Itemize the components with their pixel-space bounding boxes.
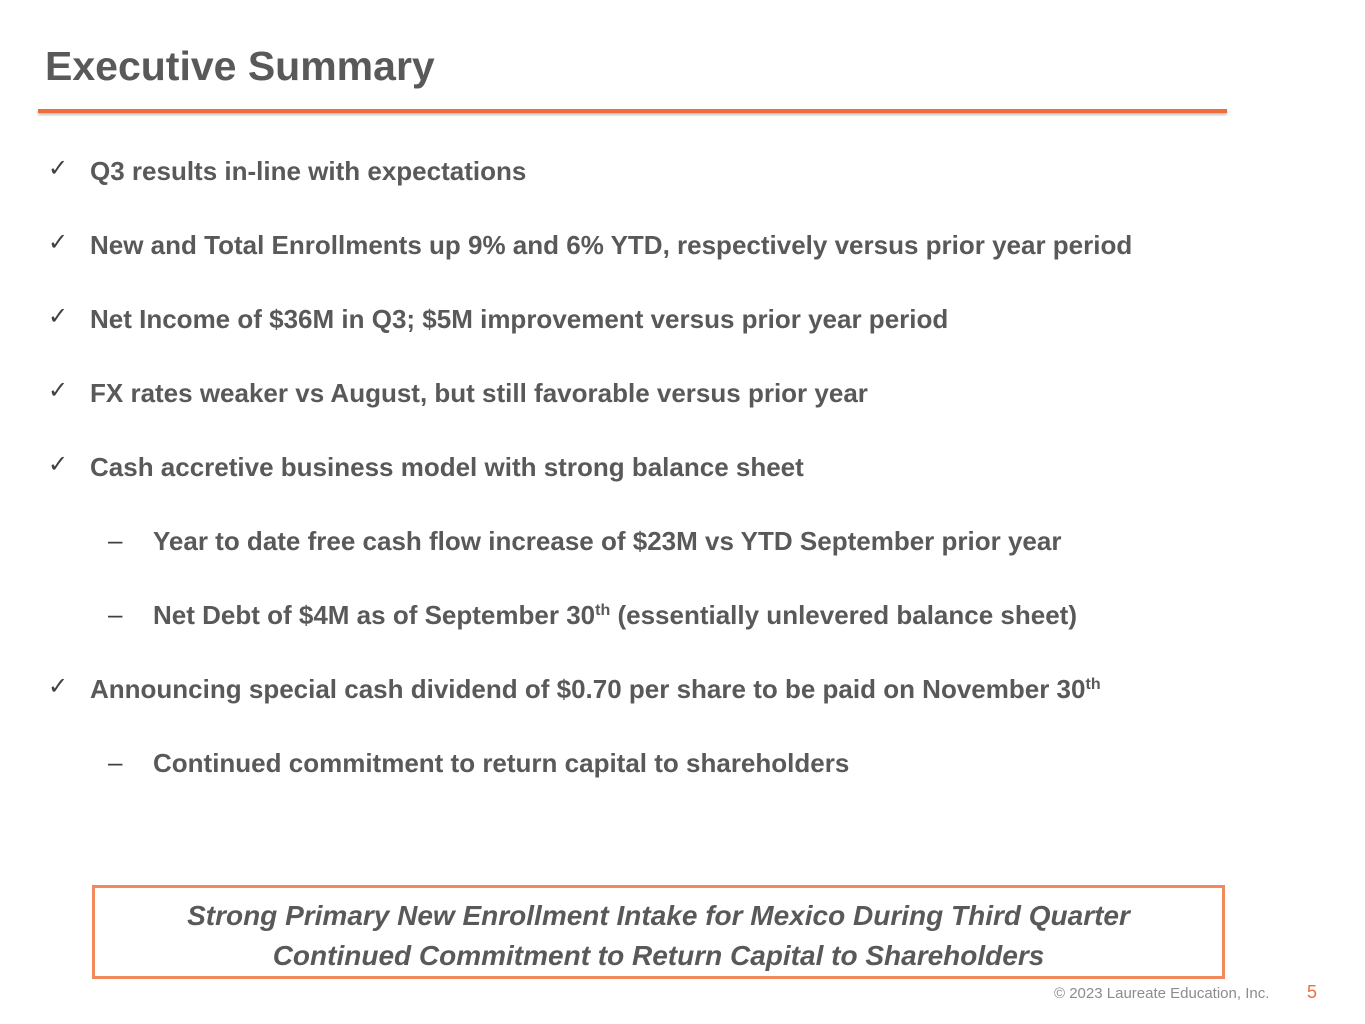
bullet-text: Net Income of $36M in Q3; $5M improvemen… [90, 304, 949, 334]
callout-line-1: Strong Primary New Enrollment Intake for… [187, 900, 1130, 931]
checkmark-icon: ✓ [48, 155, 69, 182]
bullet-item: ✓ New and Total Enrollments up 9% and 6%… [48, 230, 1133, 260]
bullet-text: Continued commitment to return capital t… [153, 748, 850, 778]
bullet-text: Cash accretive business model with stron… [90, 452, 804, 482]
bullet-text: Announcing special cash dividend of $0.7… [90, 674, 1101, 704]
checkmark-icon: ✓ [48, 451, 69, 478]
checkmark-icon: ✓ [48, 377, 69, 404]
bullet-item: ✓ Q3 results in-line with expectations [48, 156, 527, 186]
bullet-item: ✓ Net Income of $36M in Q3; $5M improvem… [48, 304, 949, 334]
dash-icon: – [108, 525, 123, 555]
slide-title: Executive Summary [45, 43, 435, 89]
callout-box: Strong Primary New Enrollment Intake for… [92, 885, 1225, 979]
copyright-notice: © 2023 Laureate Education, Inc. [1054, 985, 1270, 1002]
dash-icon: – [108, 599, 123, 629]
bullet-text: FX rates weaker vs August, but still fav… [90, 378, 868, 408]
bullet-item: ✓ FX rates weaker vs August, but still f… [48, 378, 868, 408]
checkmark-icon: ✓ [48, 303, 69, 330]
bullet-text: Q3 results in-line with expectations [90, 156, 527, 186]
sub-bullet-item: – Continued commitment to return capital… [108, 748, 850, 778]
checkmark-icon: ✓ [48, 673, 69, 700]
sub-bullet-item: – Net Debt of $4M as of September 30th (… [108, 600, 1077, 630]
bullet-text: New and Total Enrollments up 9% and 6% Y… [90, 230, 1133, 260]
bullet-item: ✓ Cash accretive business model with str… [48, 452, 804, 482]
checkmark-icon: ✓ [48, 229, 69, 256]
bullet-text: Year to date free cash flow increase of … [153, 526, 1062, 556]
page-number: 5 [1307, 982, 1318, 1002]
title-divider [38, 109, 1227, 113]
dash-icon: – [108, 747, 123, 777]
callout-line-2: Continued Commitment to Return Capital t… [272, 940, 1045, 971]
bullet-item: ✓ Announcing special cash dividend of $0… [48, 674, 1101, 704]
sub-bullet-item: – Year to date free cash flow increase o… [108, 526, 1062, 556]
bullet-text: Net Debt of $4M as of September 30th (es… [153, 600, 1077, 630]
